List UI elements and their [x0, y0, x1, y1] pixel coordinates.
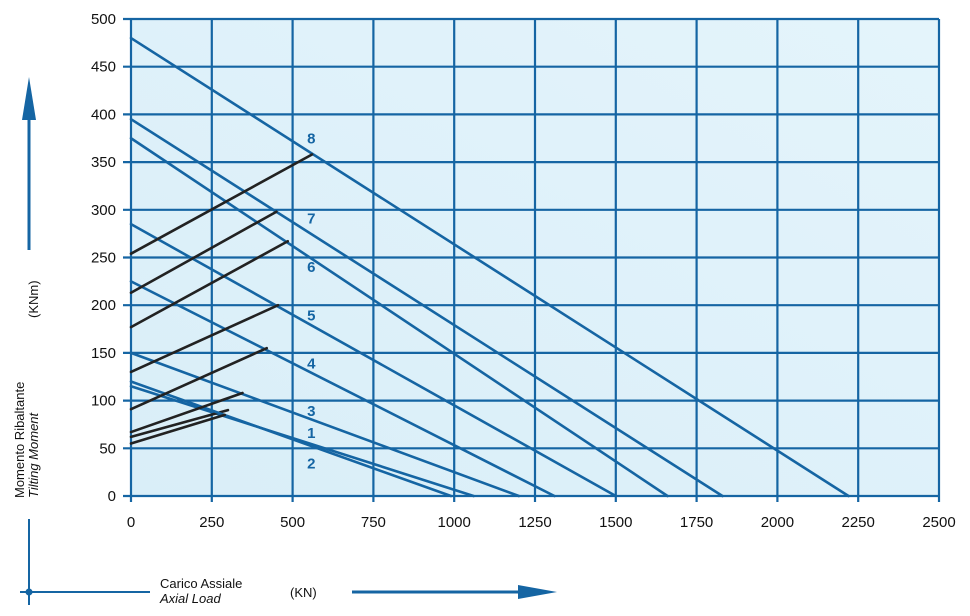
- curve-label-1: 1: [307, 425, 315, 442]
- x-axis-label-en: Axial Load: [159, 591, 221, 606]
- curve-label-7: 7: [307, 210, 315, 227]
- y-tick-label: 150: [91, 345, 116, 362]
- y-tick-label: 450: [91, 59, 116, 76]
- series-3-limit-line: [129, 351, 521, 498]
- y-tick-label: 0: [108, 488, 116, 505]
- y-tick-label: 350: [91, 154, 116, 171]
- series-4-operating-line: [129, 346, 269, 411]
- series-2-limit-line: [129, 380, 453, 498]
- x-axis-unit: (KN): [290, 585, 317, 600]
- y-tick-label: 400: [91, 106, 116, 123]
- y-tick-label: 500: [91, 11, 116, 28]
- series-5-operating-line: [129, 303, 280, 374]
- x-tick-label: 1250: [518, 514, 551, 531]
- x-tick-label: 0: [127, 514, 135, 531]
- curve-label-4: 4: [307, 355, 316, 372]
- series-5-limit-line: [129, 222, 618, 498]
- axis-ticks: 0 250 500 750 1000 1250 1500 1750 2000 2250 250005…: [91, 11, 956, 531]
- y-tick-label: 300: [91, 202, 116, 219]
- curve-labels: 8 7 6 5 4 3 1 2: [307, 130, 316, 472]
- x-tick-label: 1000: [438, 514, 471, 531]
- corner-arrows: [20, 519, 150, 605]
- series-7-limit-line: [129, 117, 724, 498]
- x-tick-label: 500: [280, 514, 305, 531]
- series-8-operating-line: [129, 153, 314, 255]
- x-tick-label: 2500: [922, 514, 955, 531]
- y-tick-label: 250: [91, 250, 116, 267]
- series: [129, 36, 850, 498]
- x-tick-label: 2250: [842, 514, 875, 531]
- y-tick-label: 100: [91, 393, 116, 410]
- series-6-operating-line: [129, 239, 290, 329]
- series-8-limit-line: [129, 36, 850, 498]
- series-1-operating-line: [129, 408, 230, 439]
- x-tick-label: 250: [199, 514, 224, 531]
- x-tick-label: 750: [361, 514, 386, 531]
- curve-label-8: 8: [307, 130, 315, 147]
- series-3-operating-line: [129, 391, 244, 434]
- y-axis-title: Momento Ribaltante Tilting Moment: [12, 382, 41, 498]
- series-7-operating-line: [129, 210, 278, 295]
- x-tick-label: 1750: [680, 514, 713, 531]
- series-6-limit-line: [129, 136, 669, 498]
- x-axis-label-it: Carico Assiale: [160, 576, 242, 591]
- curve-label-2: 2: [307, 456, 315, 473]
- y-axis-arrow: [22, 77, 36, 250]
- curve-label-3: 3: [307, 403, 315, 420]
- grid: [123, 17, 941, 502]
- y-axis-unit-wrap: (KNm): [26, 280, 41, 318]
- y-tick-label: 200: [91, 297, 116, 314]
- series-4-limit-line: [129, 280, 556, 498]
- curve-label-6: 6: [307, 259, 315, 276]
- y-axis-unit: (KNm): [26, 280, 41, 318]
- curve-label-5: 5: [307, 308, 315, 325]
- series-2-operating-line: [129, 413, 227, 445]
- y-axis-label-it: Momento Ribaltante: [12, 382, 27, 498]
- y-axis-label-en: Tilting Moment: [26, 411, 41, 498]
- x-axis-arrow: [352, 585, 557, 599]
- x-tick-label: 2000: [761, 514, 794, 531]
- x-tick-label: 1500: [599, 514, 632, 531]
- series-1-limit-line: [129, 384, 475, 498]
- y-tick-label: 50: [99, 440, 116, 457]
